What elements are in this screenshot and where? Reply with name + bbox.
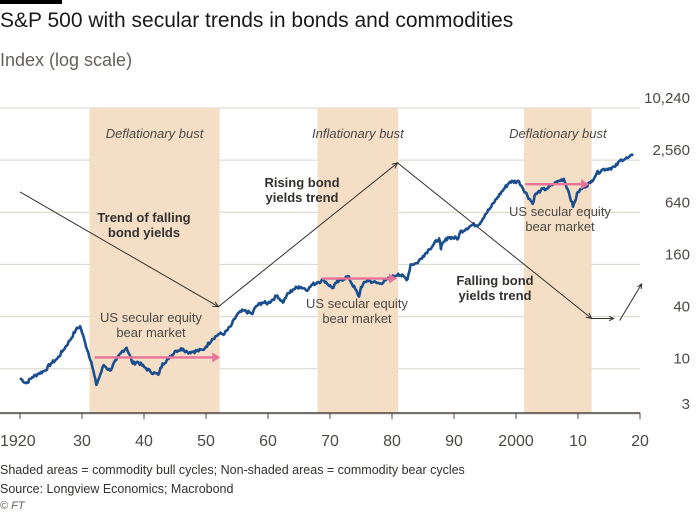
footer-credit: © FT xyxy=(0,500,25,512)
bond-yield-trend-line xyxy=(218,162,398,308)
annotation-label: US secular equity xyxy=(306,296,408,311)
bear-market-arrows xyxy=(94,179,590,363)
footer-source: Source: Longview Economics; Macrobond xyxy=(0,482,234,496)
y-tick-label: 40 xyxy=(673,299,690,316)
shaded-period xyxy=(317,108,399,413)
x-tick-label: 50 xyxy=(197,433,215,450)
annotation-label: US secular equity xyxy=(509,204,611,219)
x-tick-label: 1920 xyxy=(0,433,36,450)
x-axis: 1920 30 40 50 60 70 80 90 2000 10 20 xyxy=(0,412,649,450)
commodity-bull-shading xyxy=(89,108,592,413)
chart-area: Deflationary bust Inflationary bust Deflat… xyxy=(0,90,690,450)
annotation-label: Rising bond xyxy=(264,175,339,190)
shaded-period xyxy=(524,108,592,413)
y-tick-label: 640 xyxy=(665,194,690,211)
trend-arrow-head xyxy=(212,301,220,308)
sp500-line xyxy=(19,153,634,387)
shaded-period-label: Deflationary bust xyxy=(106,126,205,141)
trend-continuation xyxy=(619,283,643,321)
annotation-label: bond yields xyxy=(108,225,180,240)
x-tick-label: 60 xyxy=(259,433,277,450)
x-tick-label: 90 xyxy=(445,433,463,450)
chart-title: S&P 500 with secular trends in bonds and… xyxy=(0,9,514,32)
y-tick-label: 10,240 xyxy=(644,90,690,107)
x-tick-label: 30 xyxy=(73,433,91,450)
shaded-period-label: Deflationary bust xyxy=(509,126,608,141)
bond-yield-trend-line xyxy=(397,162,592,319)
bear-market-arrow-head xyxy=(581,179,590,190)
footer-note: Shaded areas = commodity bull cycles; No… xyxy=(0,463,465,477)
title-accent-bar xyxy=(0,0,62,4)
bond-yield-trend-line xyxy=(19,191,219,308)
x-tick-label: 40 xyxy=(135,433,153,450)
x-tick-label: 80 xyxy=(383,433,401,450)
y-tick-label: 160 xyxy=(665,246,690,263)
annotation-label: yields trend xyxy=(266,190,339,205)
annotation-label: bear market xyxy=(322,311,392,326)
trend-arrow-head xyxy=(637,283,643,290)
y-tick-label: 2,560 xyxy=(652,142,690,159)
y-tick-label: 10 xyxy=(673,351,690,368)
trend-arrow-head xyxy=(391,162,399,169)
shaded-period xyxy=(89,108,220,413)
x-tick-label: 70 xyxy=(321,433,339,450)
annotation-label: bear market xyxy=(525,219,595,234)
y-axis: 3 10 40 160 640 2,560 10,240 xyxy=(644,90,690,413)
x-tick-label: 2000 xyxy=(498,433,534,450)
trend-arrow-head xyxy=(608,315,615,322)
bond-yield-trend-lines xyxy=(19,162,643,322)
annotation-label: Trend of falling xyxy=(97,210,190,225)
annotation-label: Falling bond xyxy=(456,273,533,288)
y-tick-label: 3 xyxy=(682,396,690,413)
chart-subtitle: Index (log scale) xyxy=(0,50,133,70)
annotation-label: bear market xyxy=(116,325,186,340)
chart-annotations: Deflationary bust Inflationary bust Deflat… xyxy=(97,126,611,340)
sp500-series xyxy=(19,153,634,387)
annotation-label: US secular equity xyxy=(100,310,202,325)
bear-market-arrow-head xyxy=(212,352,221,363)
x-tick-label: 20 xyxy=(631,433,649,450)
bear-market-arrow-head xyxy=(388,273,397,284)
annotation-label: yields trend xyxy=(459,288,532,303)
x-tick-label: 10 xyxy=(569,433,587,450)
shaded-period-label: Inflationary bust xyxy=(312,126,405,141)
